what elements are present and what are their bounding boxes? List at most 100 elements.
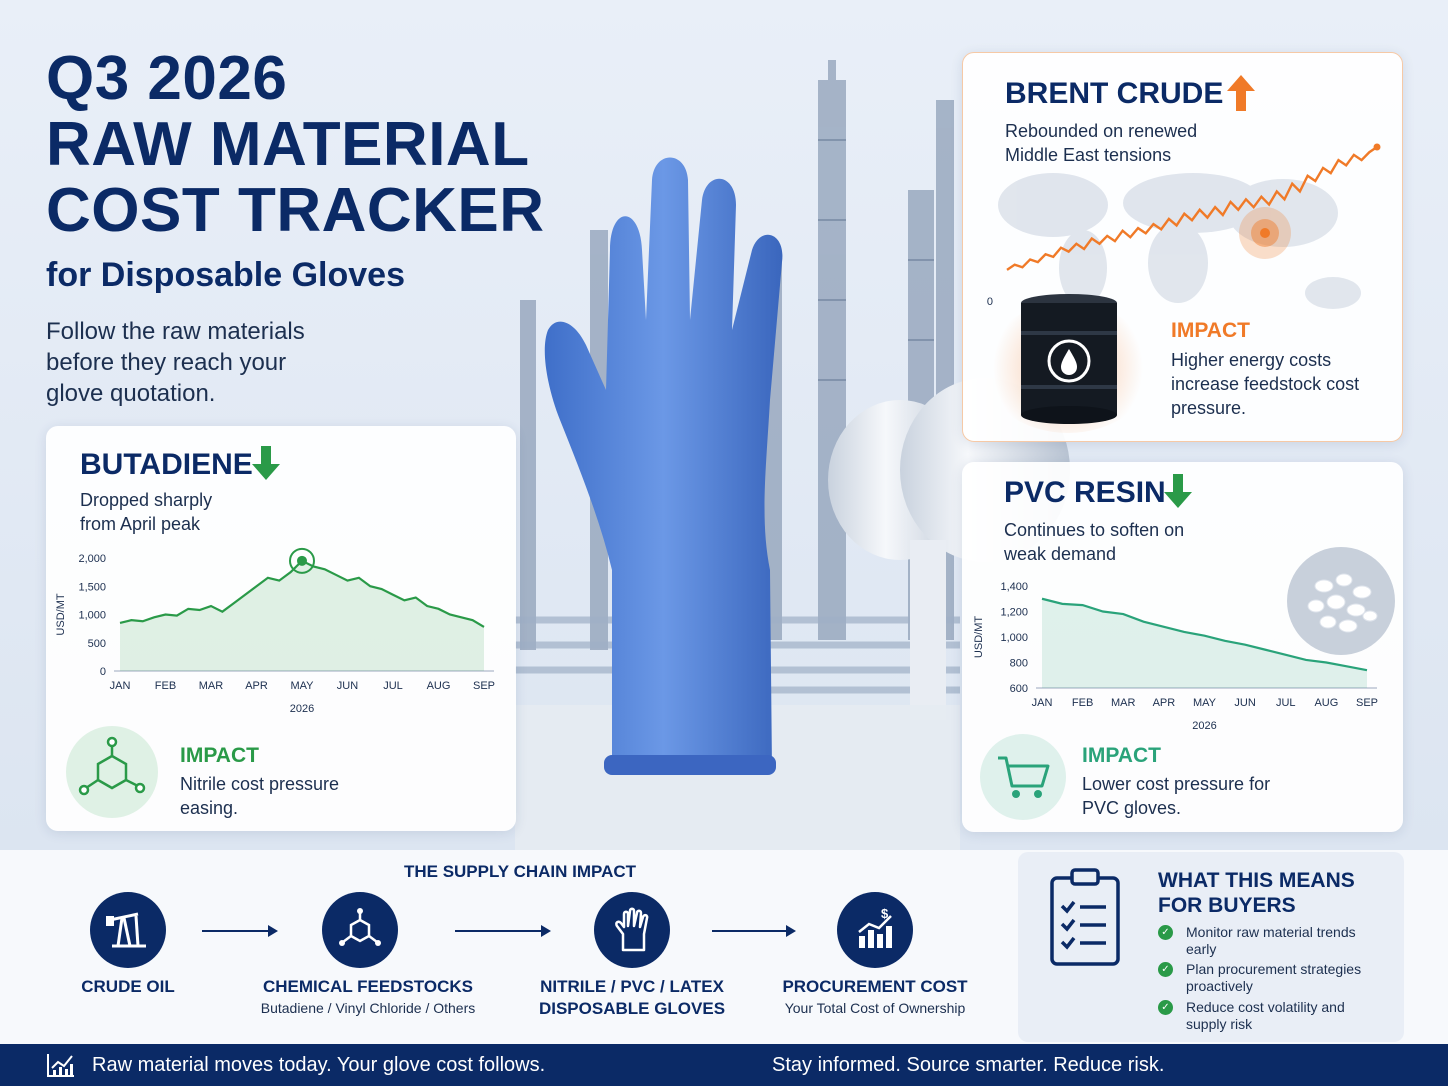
brent-title: BRENT CRUDE xyxy=(1005,77,1224,110)
series-end-point xyxy=(1373,143,1381,151)
svg-text:$: $ xyxy=(881,906,889,921)
glove-icon xyxy=(594,892,670,968)
buyer-item-text: Monitor raw material trends early xyxy=(1186,924,1356,957)
buyers-box: WHAT THIS MEANS FOR BUYERS ✓ Monitor raw… xyxy=(1018,852,1404,1042)
flow-arrow xyxy=(712,925,796,937)
x-tick-label: MAY xyxy=(290,680,314,692)
butadiene-impact-title: IMPACT xyxy=(180,744,259,767)
pvc-card: PVC RESIN Continues to soften on weak de… xyxy=(962,462,1403,832)
pvc-pellets-icon xyxy=(1287,547,1395,655)
page-subtitle: for Disposable Gloves xyxy=(46,256,405,294)
y-tick-label: 1,000 xyxy=(78,610,106,622)
butadiene-description: Dropped sharply from April peak xyxy=(80,490,213,534)
x-axis-title: 2026 xyxy=(1192,720,1216,732)
pvc-description: Continues to soften on weak demand xyxy=(1004,520,1185,564)
x-tick-label: MAY xyxy=(1193,697,1217,709)
trend-chart-icon xyxy=(47,1054,74,1077)
tagline: Follow the raw materials before they rea… xyxy=(46,318,305,407)
footer-bar: Raw material moves today. Your glove cos… xyxy=(0,1044,1448,1086)
brent-impact-title: IMPACT xyxy=(1171,319,1250,342)
butadiene-chart: 0 500 1,000 1,500 2,000 JAN FEB MAR APR MAY JUN JUL… xyxy=(55,547,495,715)
flow-step-procurement-cost: PROCUREMENT COST xyxy=(782,977,968,996)
butadiene-impact-text: Nitrile cost pressure easing. xyxy=(180,774,340,818)
peak-marker-ring xyxy=(289,547,315,574)
blue-glove-image xyxy=(544,157,783,775)
page-title-line2: RAW MATERIAL xyxy=(46,110,530,179)
flow-step-gloves: NITRILE / PVC / LATEX DISPOSABLE GLOVES xyxy=(538,977,726,1018)
x-tick-label: APR xyxy=(1153,697,1176,709)
buyers-title: WHAT THIS MEANS FOR BUYERS xyxy=(1158,869,1355,917)
supply-chain-title: THE SUPPLY CHAIN IMPACT xyxy=(403,862,637,881)
x-tick-label: JUL xyxy=(383,680,403,692)
oil-barrel-icon xyxy=(1021,294,1117,424)
pvc-title: PVC RESIN xyxy=(1004,476,1166,509)
x-tick-label: JAN xyxy=(110,680,131,692)
title-block: Q3 2026 RAW MATERIAL COST TRACKER for Di… xyxy=(46,46,566,295)
x-tick-label: JUN xyxy=(1234,697,1255,709)
check-icon: ✓ xyxy=(1158,925,1173,940)
brent-impact-text: Higher energy costs increase feedstock c… xyxy=(1171,350,1360,418)
footer-left-text: Raw material moves today. Your glove cos… xyxy=(92,1054,546,1076)
oil-pump-icon xyxy=(90,892,166,968)
flow-step-chemical-feedstocks: CHEMICAL FEEDSTOCKS xyxy=(262,977,473,996)
x-tick-label: SEP xyxy=(473,680,495,692)
world-map-shape xyxy=(998,173,1361,309)
buyer-item: ✓ Reduce cost volatility and supply risk xyxy=(1158,999,1388,1033)
shopping-cart-icon xyxy=(980,734,1066,820)
brent-chart: 0 xyxy=(987,143,1381,309)
x-tick-label: FEB xyxy=(1072,697,1093,709)
y-tick-label: 1,400 xyxy=(1000,581,1028,593)
brent-description: Rebounded on renewed Middle East tension… xyxy=(1005,121,1198,165)
check-icon: ✓ xyxy=(1158,962,1173,977)
butadiene-title: BUTADIENE xyxy=(80,448,253,481)
x-tick-label: APR xyxy=(245,680,268,692)
peak-marker-dot xyxy=(297,555,307,566)
flow-arrow xyxy=(202,925,278,937)
x-tick-label: AUG xyxy=(1314,697,1338,709)
y-tick-label: 0 xyxy=(987,296,993,308)
y-axis-title: USD/MT xyxy=(973,616,985,658)
pvc-chart: 600 800 1,000 1,200 1,400 JAN FEB MAR APR MAY JUN J… xyxy=(973,581,1378,732)
y-tick-label: 1,500 xyxy=(78,581,106,593)
buyer-item-text: Plan procurement strategies proactively xyxy=(1186,961,1362,994)
page-title-line1: Q3 2026 xyxy=(46,44,288,113)
y-axis-title: USD/MT xyxy=(55,593,67,635)
pvc-impact-title: IMPACT xyxy=(1082,744,1161,767)
y-tick-label: 0 xyxy=(100,666,106,678)
buyer-item: ✓ Monitor raw material trends early xyxy=(1158,924,1388,958)
flow-arrow xyxy=(455,925,551,937)
y-tick-label: 800 xyxy=(1010,658,1028,670)
flow-step-procurement-cost-sub: Your Total Cost of Ownership xyxy=(784,1000,966,1016)
x-axis-title: 2026 xyxy=(290,703,314,715)
buyer-item: ✓ Plan procurement strategies proactivel… xyxy=(1158,961,1388,995)
buyer-item-text: Reduce cost volatility and supply risk xyxy=(1186,999,1345,1032)
butadiene-card: BUTADIENE Dropped sharply from April pea… xyxy=(46,426,516,831)
series-area xyxy=(120,560,484,671)
series-line xyxy=(1006,146,1378,271)
arrow-up-icon xyxy=(1227,75,1255,111)
arrow-down-icon xyxy=(252,446,280,480)
series-area xyxy=(1042,598,1367,688)
check-icon: ✓ xyxy=(1158,1000,1173,1015)
clipboard-checklist-icon xyxy=(1050,868,1120,966)
arrow-down-icon xyxy=(1164,474,1192,508)
x-tick-label: JAN xyxy=(1032,697,1053,709)
x-tick-label: MAR xyxy=(199,680,224,692)
series-line xyxy=(1041,597,1368,672)
x-tick-label: AUG xyxy=(427,680,451,692)
molecule-icon xyxy=(322,892,398,968)
pvc-impact-text: Lower cost pressure for PVC gloves. xyxy=(1082,774,1271,818)
x-tick-label: JUL xyxy=(1276,697,1296,709)
y-tick-label: 1,000 xyxy=(1000,632,1028,644)
brent-card: BRENT CRUDE Rebounded on renewed Middle … xyxy=(962,52,1403,442)
y-tick-label: 600 xyxy=(1010,683,1028,695)
x-tick-label: SEP xyxy=(1356,697,1378,709)
y-tick-label: 2,000 xyxy=(78,553,106,565)
cost-chart-icon: $ xyxy=(837,892,913,968)
page-title-line3: COST TRACKER xyxy=(46,176,545,245)
x-tick-label: FEB xyxy=(155,680,176,692)
molecule-icon xyxy=(66,726,158,818)
flow-step-crude-oil: CRUDE OIL xyxy=(81,977,175,996)
y-tick-label: 1,200 xyxy=(1000,607,1028,619)
x-tick-label: JUN xyxy=(337,680,358,692)
